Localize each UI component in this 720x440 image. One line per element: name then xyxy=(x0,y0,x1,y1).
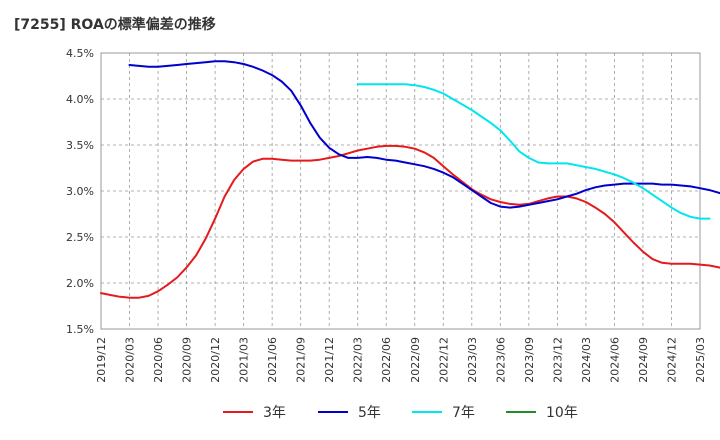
y-tick-label: 2.0% xyxy=(66,277,94,290)
legend-label-3年: 3年 xyxy=(263,405,286,421)
y-tick-label: 1.5% xyxy=(66,323,94,336)
x-tick-label: 2021/12 xyxy=(323,337,336,383)
y-tick-label: 4.0% xyxy=(66,93,94,106)
x-tick-label: 2025/03 xyxy=(694,337,707,383)
x-tick-label: 2024/03 xyxy=(580,337,593,383)
legend-layer: 3年 5年 7年 10年 xyxy=(223,405,578,421)
x-tick-label: 2020/06 xyxy=(152,337,165,383)
x-tick-label: 2024/09 xyxy=(637,337,650,383)
x-tick-label: 2021/09 xyxy=(295,337,308,383)
x-tick-label: 2023/12 xyxy=(551,337,564,383)
x-tick-label: 2024/06 xyxy=(608,337,621,383)
x-tick-label: 2021/06 xyxy=(266,337,279,383)
plot-frame xyxy=(100,52,701,330)
legend-label-5年: 5年 xyxy=(358,405,381,421)
x-tick-label: 2019/12 xyxy=(95,337,108,383)
x-tick-label: 2020/12 xyxy=(209,337,222,383)
x-tick-label: 2020/03 xyxy=(124,337,137,383)
series-line-5年 xyxy=(128,60,720,209)
series-line-3年 xyxy=(100,144,720,299)
series-layer xyxy=(100,60,720,299)
x-tick-label: 2022/03 xyxy=(352,337,365,383)
x-tick-label: 2023/09 xyxy=(523,337,536,383)
series-line-7年 xyxy=(356,83,711,220)
x-tick-label: 2022/12 xyxy=(437,337,450,383)
x-tick-label: 2024/12 xyxy=(665,337,678,383)
y-tick-label: 3.0% xyxy=(66,185,94,198)
y-tick-label: 2.5% xyxy=(66,231,94,244)
legend-label-7年: 7年 xyxy=(452,405,475,421)
grid-layer xyxy=(100,52,701,330)
legend-label-10年: 10年 xyxy=(546,405,578,421)
y-tick-label: 4.5% xyxy=(66,47,94,60)
x-tick-label: 2023/06 xyxy=(494,337,507,383)
x-tick-label: 2022/09 xyxy=(409,337,422,383)
x-tick-label: 2020/09 xyxy=(181,337,194,383)
y-tick-label: 3.5% xyxy=(66,139,94,152)
x-tick-label: 2023/03 xyxy=(466,337,479,383)
axis-layer: 1.5% 2.0% 2.5% 3.0% 3.5% 4.0% 4.5% 2019/12 2020/… xyxy=(66,47,707,383)
x-tick-label: 2021/03 xyxy=(238,337,251,383)
chart-title: [7255] ROAの標準偏差の推移 xyxy=(14,17,216,33)
x-tick-label: 2022/06 xyxy=(380,337,393,383)
